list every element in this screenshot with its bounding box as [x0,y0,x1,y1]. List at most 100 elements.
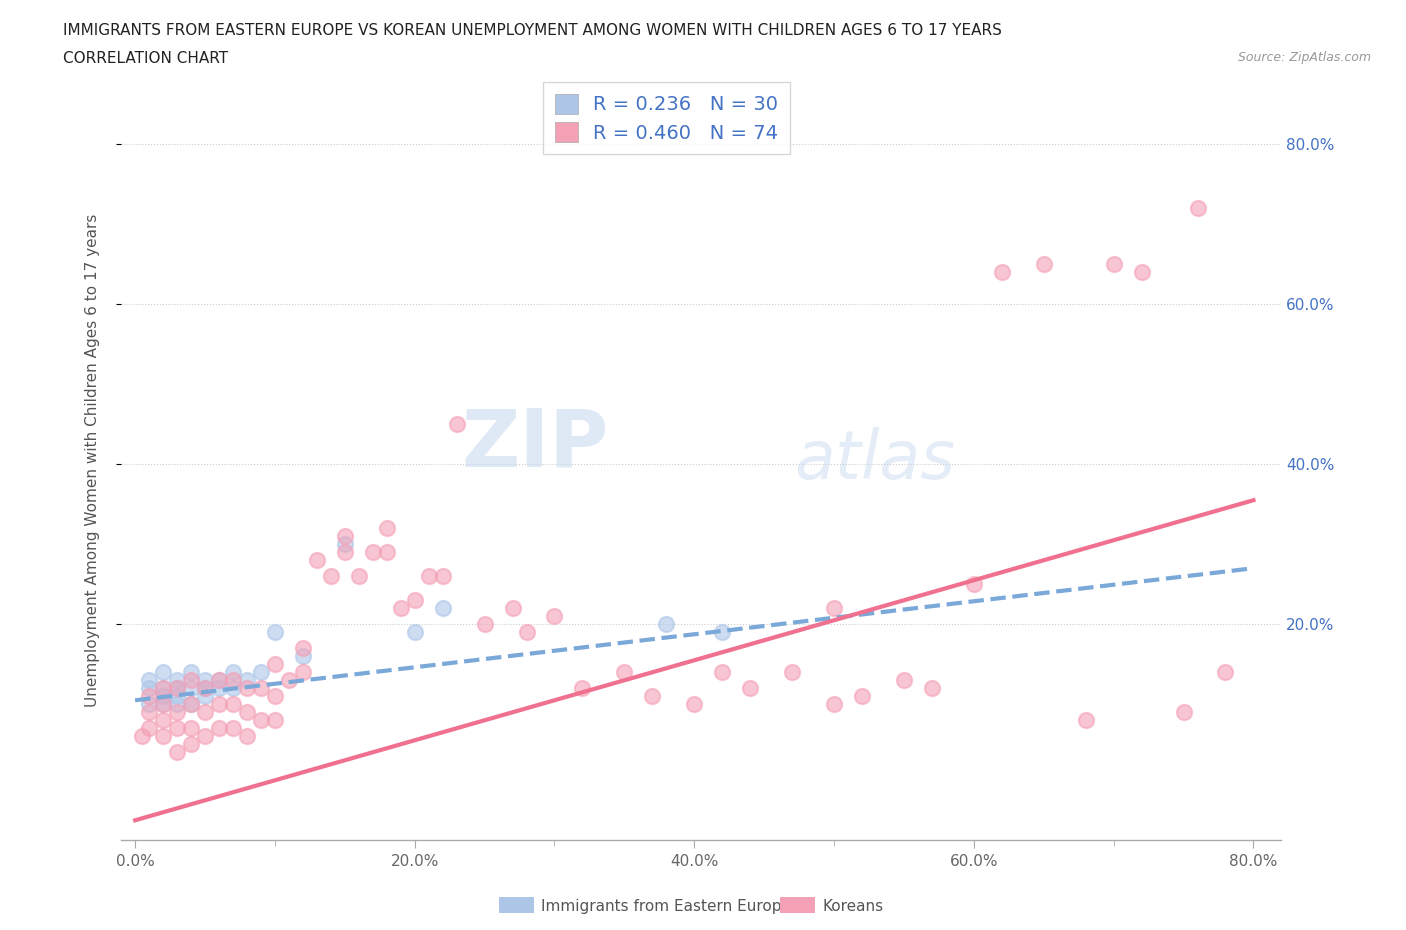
Point [432,569,454,584]
Point [166,745,188,760]
Point [208,672,231,687]
Text: Source: ZipAtlas.com: Source: ZipAtlas.com [1237,51,1371,64]
Point [138,672,160,687]
Point [418,569,440,584]
Point [131,729,153,744]
Text: Immigrants from Eastern Europe: Immigrants from Eastern Europe [541,899,792,914]
Point [1215,665,1237,680]
Point [194,681,217,696]
Legend: R = 0.236   N = 30, R = 0.460   N = 74: R = 0.236 N = 30, R = 0.460 N = 74 [543,82,790,154]
Point [347,569,370,584]
Point [893,672,915,687]
Point [1102,257,1125,272]
Point [404,625,426,640]
Point [236,672,259,687]
Point [1074,712,1097,727]
Point [166,681,188,696]
Point [375,545,398,560]
Point [138,705,160,720]
Point [194,705,217,720]
Point [404,592,426,607]
Point [152,729,174,744]
Point [222,697,245,711]
Text: IMMIGRANTS FROM EASTERN EUROPE VS KOREAN UNEMPLOYMENT AMONG WOMEN WITH CHILDREN : IMMIGRANTS FROM EASTERN EUROPE VS KOREAN… [63,23,1002,38]
Point [711,625,734,640]
Point [222,672,245,687]
Point [166,697,188,711]
Point [194,729,217,744]
Point [152,697,174,711]
Point [180,665,202,680]
Point [180,681,202,696]
Point [250,681,273,696]
Point [963,577,986,591]
Point [194,689,217,704]
Point [152,665,174,680]
Point [333,545,356,560]
Point [921,681,943,696]
Point [432,601,454,616]
Point [208,681,231,696]
Text: CORRELATION CHART: CORRELATION CHART [63,51,228,66]
Point [655,617,678,631]
Point [851,689,873,704]
Point [375,521,398,536]
Point [152,681,174,696]
Point [683,697,706,711]
Point [389,601,412,616]
Text: Koreans: Koreans [823,899,883,914]
Point [823,697,845,711]
Point [152,697,174,711]
Point [180,697,202,711]
Point [236,681,259,696]
Point [1032,257,1054,272]
Point [571,681,593,696]
Text: atlas: atlas [794,427,955,493]
Point [152,681,174,696]
Point [180,697,202,711]
Point [236,705,259,720]
Point [515,625,537,640]
Point [138,721,160,736]
Point [264,625,287,640]
Point [180,721,202,736]
Y-axis label: Unemployment Among Women with Children Ages 6 to 17 years: Unemployment Among Women with Children A… [86,214,100,707]
Point [222,721,245,736]
Point [474,617,496,631]
Point [264,712,287,727]
Point [780,665,803,680]
Point [180,737,202,751]
Point [333,537,356,551]
Point [222,665,245,680]
Point [264,689,287,704]
Point [236,729,259,744]
Point [166,672,188,687]
Point [641,689,664,704]
Point [180,672,202,687]
Point [152,712,174,727]
Point [319,569,342,584]
Point [138,689,160,704]
Point [711,665,734,680]
Point [1130,265,1153,280]
Point [138,681,160,696]
Point [166,689,188,704]
Text: ZIP: ZIP [461,406,609,484]
Point [264,657,287,671]
Point [138,697,160,711]
Point [543,609,565,624]
Point [291,641,314,656]
Point [361,545,384,560]
Point [152,689,174,704]
Point [1187,201,1209,216]
Point [333,529,356,544]
Point [277,672,299,687]
Point [166,681,188,696]
Point [1173,705,1195,720]
Point [740,681,762,696]
Point [208,697,231,711]
Point [446,417,468,432]
Point [502,601,524,616]
Point [208,672,231,687]
Point [166,721,188,736]
